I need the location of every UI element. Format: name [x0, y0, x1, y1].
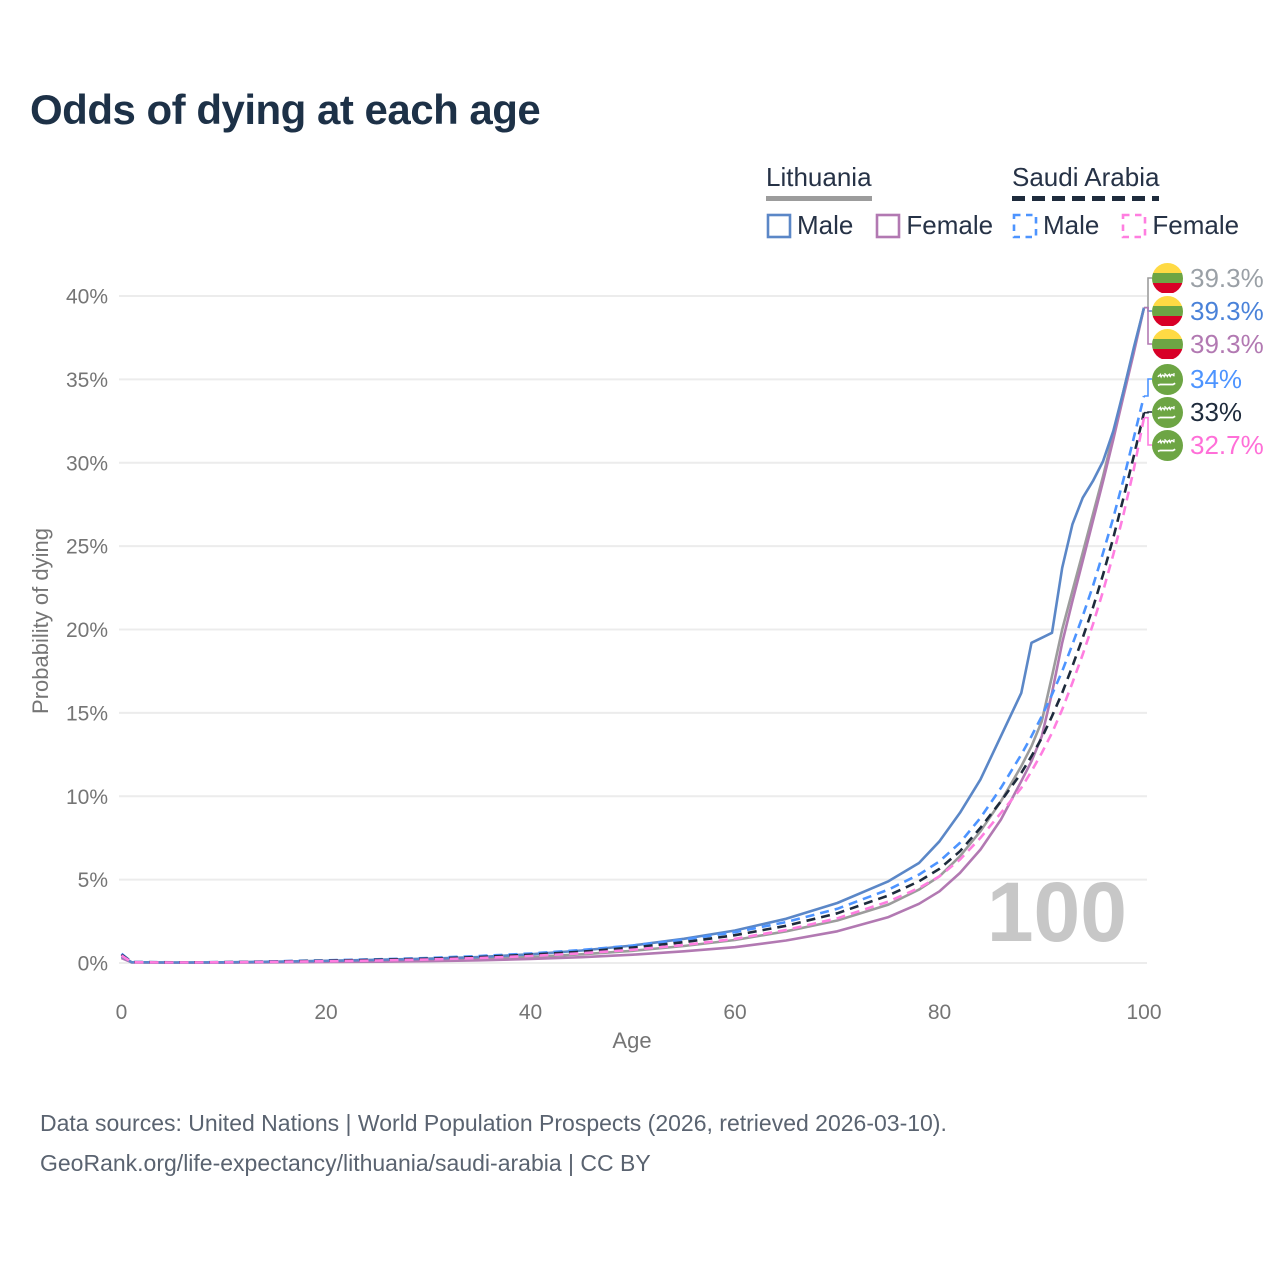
y-axis-title: Probability of dying — [28, 528, 53, 714]
x-tick-label: 40 — [519, 1001, 542, 1024]
legend-items: Male Female — [1012, 210, 1239, 241]
y-tick-label: 35% — [66, 369, 108, 392]
end-value-lithuania-male: 39.3% — [1190, 295, 1264, 326]
legend-group-saudi-arabia: Saudi Arabia Male Female — [1012, 162, 1239, 241]
x-axis-title: Age — [612, 1028, 651, 1053]
legend-swatch-box — [876, 213, 901, 238]
end-label-lithuania-total: 39.3% — [1152, 262, 1264, 294]
end-value-saudi-arabia-female: 32.7% — [1190, 429, 1264, 460]
lithuania-flag-icon — [1152, 262, 1183, 294]
y-tick-label: 5% — [78, 869, 108, 892]
x-tick-label: 0 — [116, 1001, 128, 1024]
end-value-lithuania-female: 39.3% — [1190, 328, 1264, 359]
page-title: Odds of dying at each age — [30, 86, 541, 133]
legend-country-label: Saudi Arabia — [1012, 162, 1160, 192]
lithuania-flag-icon — [1152, 328, 1183, 360]
saudi-arabia-flag-icon — [1152, 429, 1183, 461]
legend-swatch-box — [766, 213, 792, 238]
x-tick-label: 80 — [928, 1001, 951, 1024]
end-label-lithuania-female: 39.3% — [1152, 328, 1264, 360]
y-tick-label: 20% — [66, 619, 108, 642]
y-tick-label: 30% — [66, 452, 108, 475]
saudi-arabia-flag-icon — [1152, 396, 1183, 428]
legend-country-lithuania[interactable]: Lithuania — [766, 162, 872, 201]
y-tick-label: 0% — [78, 953, 108, 976]
lithuania-flag-icon — [1152, 295, 1183, 327]
end-label-saudi-arabia-female: 32.7% — [1152, 429, 1264, 461]
legend-item-label: Male — [1043, 210, 1100, 240]
legend-linestyle-sample-dashed — [1012, 196, 1160, 201]
end-label-lithuania-male: 39.3% — [1152, 295, 1264, 327]
footer-data-sources: Data sources: United Nations | World Pop… — [40, 1110, 947, 1136]
y-axis-tick-labels: 0% 5% 10% 15% 20% 25% 30% 35% 40% — [66, 286, 108, 976]
series-lines — [120, 307, 1146, 964]
line-saudi-arabia-female[interactable] — [120, 417, 1146, 964]
legend-item-saudi-arabia-female[interactable]: Female — [1121, 210, 1239, 241]
legend-country-label: Lithuania — [766, 162, 872, 192]
x-axis-tick-labels: 0 20 40 60 80 100 — [116, 1001, 1162, 1024]
y-tick-label: 25% — [66, 536, 108, 559]
y-tick-label: 10% — [66, 786, 108, 809]
legend-items: Male Female — [766, 210, 993, 241]
y-tick-label: 40% — [66, 286, 108, 309]
end-value-saudi-arabia-total: 33% — [1190, 396, 1243, 427]
legend-item-lithuania-female[interactable]: Female — [875, 210, 993, 241]
current-age-watermark: 100 — [987, 865, 1127, 959]
saudi-arabia-flag-icon — [1152, 363, 1183, 395]
legend-linestyle-sample-solid — [766, 196, 872, 201]
gridlines — [119, 295, 1147, 964]
legend-swatch-box — [1122, 213, 1147, 238]
end-value-saudi-arabia-male: 34% — [1190, 363, 1243, 394]
end-label-saudi-arabia-total: 33% — [1152, 396, 1242, 428]
label-connectors — [1144, 277, 1152, 446]
x-tick-label: 100 — [1126, 1001, 1161, 1024]
footer-attribution[interactable]: GeoRank.org/life-expectancy/lithuania/sa… — [40, 1150, 651, 1176]
legend-swatch-box — [1012, 213, 1038, 238]
legend-item-saudi-arabia-male[interactable]: Male — [1012, 210, 1099, 241]
x-tick-label: 60 — [723, 1001, 746, 1024]
x-tick-label: 20 — [314, 1001, 337, 1024]
footer: Data sources: United Nations | World Pop… — [40, 1103, 947, 1183]
legend-item-label: Female — [1152, 210, 1240, 240]
legend-item-label: Female — [906, 210, 994, 240]
legend-item-label: Male — [797, 210, 854, 240]
end-value-lithuania-total: 39.3% — [1190, 262, 1264, 293]
y-tick-label: 15% — [66, 702, 108, 725]
legend-country-saudi-arabia[interactable]: Saudi Arabia — [1012, 162, 1160, 201]
end-label-saudi-arabia-male: 34% — [1152, 363, 1242, 395]
legend-group-lithuania: Lithuania Male Female — [766, 162, 993, 241]
legend-item-lithuania-male[interactable]: Male — [766, 210, 853, 241]
